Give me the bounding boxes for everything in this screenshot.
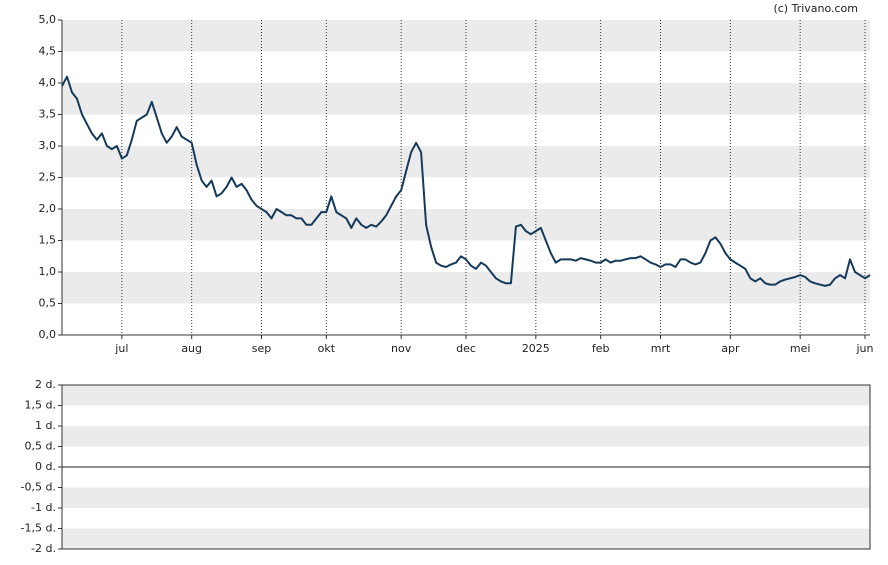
y-tick-label: -1 d.	[31, 501, 56, 514]
band	[62, 487, 870, 508]
y-tick-label: 1,5 d.	[25, 399, 56, 412]
y-tick-label: 0,0	[39, 328, 57, 341]
x-tick-label: aug	[181, 342, 202, 355]
x-tick-label: mrt	[651, 342, 671, 355]
band	[62, 385, 870, 406]
y-tick-label: 3,0	[39, 139, 57, 152]
source: (c) Trivano.com	[773, 2, 858, 15]
y-tick-label: 1,5	[39, 234, 57, 247]
y-tick-label: -0,5 d.	[21, 481, 56, 494]
band	[62, 426, 870, 447]
x-tick-label: feb	[592, 342, 610, 355]
x-tick-label: dec	[456, 342, 476, 355]
y-tick-label: -2 d.	[31, 542, 56, 555]
x-tick-label: mei	[790, 342, 811, 355]
y-tick-label: 0 d.	[35, 460, 56, 473]
y-tick-label: 4,5	[39, 45, 57, 58]
y-tick-label: 0,5	[39, 297, 57, 310]
frame	[61, 384, 871, 550]
x-tick-label: jun	[856, 342, 874, 355]
x-tick-label: 2025	[522, 342, 550, 355]
x-tick-label: apr	[721, 342, 740, 355]
y-tick-label: -1,5 d.	[21, 522, 56, 535]
x-tick-label: jul	[114, 342, 128, 355]
y-tick-label: 1,0	[39, 265, 57, 278]
y-tick-label: 0,5 d.	[25, 440, 56, 453]
x-tick-label: nov	[391, 342, 412, 355]
line	[61, 75, 871, 287]
y-tick-label: 5,0	[39, 13, 57, 26]
band	[62, 528, 870, 549]
y-tick-label: 1 d.	[35, 419, 56, 432]
y-tick-label: 2 d.	[35, 378, 56, 391]
y-tick-label: 2,0	[39, 202, 57, 215]
y-tick-label: 3,5	[39, 108, 57, 121]
y-tick-label: 2,5	[39, 171, 57, 184]
x-tick-label: sep	[252, 342, 271, 355]
y-tick-label: 4,0	[39, 76, 57, 89]
x-tick-label: okt	[318, 342, 336, 355]
